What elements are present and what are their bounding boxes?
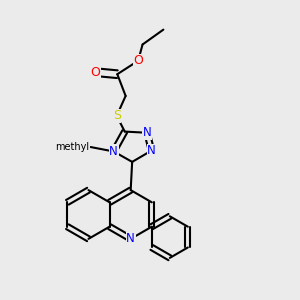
Text: N: N	[126, 232, 135, 245]
Text: N: N	[110, 145, 118, 158]
Text: S: S	[113, 109, 121, 122]
Text: O: O	[133, 54, 143, 67]
Text: N: N	[147, 144, 156, 157]
Text: methyl: methyl	[55, 142, 89, 152]
Text: O: O	[90, 66, 100, 79]
Text: N: N	[143, 126, 152, 139]
